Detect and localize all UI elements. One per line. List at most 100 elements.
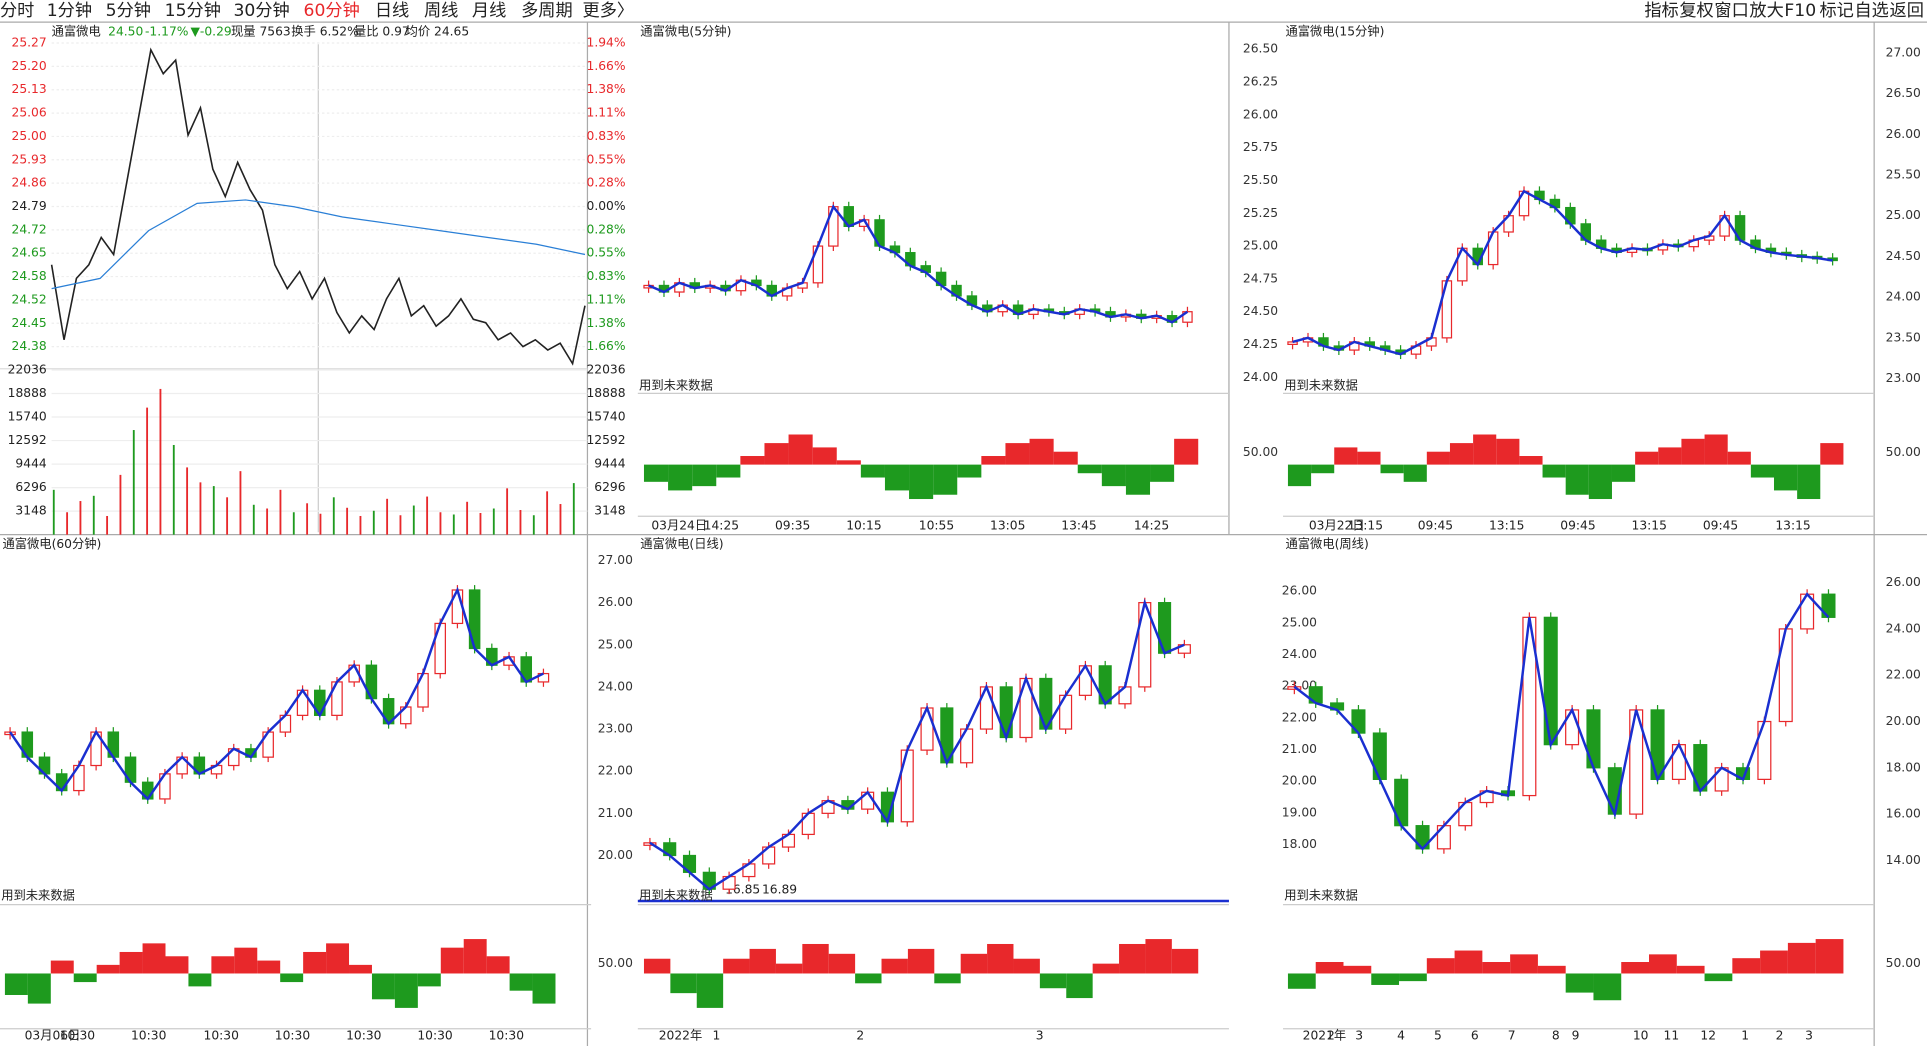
oscillator-bar: [934, 973, 961, 984]
price-tick-label: 20.00: [598, 848, 633, 862]
time-label: 2021年: [1303, 1029, 1347, 1043]
volume-tick-label: 6296: [15, 480, 46, 494]
oscillator-bar: [933, 464, 958, 495]
volume-tick-label: 9444: [594, 457, 625, 471]
time-label: 10:30: [346, 1029, 381, 1043]
trend-line: [649, 598, 1185, 891]
oscillator-bar: [119, 951, 143, 974]
inner-tick-label: 25.00: [1282, 615, 1317, 629]
oscillator-bar: [1092, 963, 1120, 974]
oscillator-bar: [1101, 464, 1126, 487]
period-tab[interactable]: 分时: [0, 1, 34, 21]
oscillator-bar: [1005, 443, 1030, 465]
volume-bar: [239, 471, 242, 535]
oscillator-bar: [909, 464, 934, 500]
toolbar-button[interactable]: 复权: [1679, 1, 1713, 21]
oscillator-bar: [1727, 451, 1751, 465]
volume-bar: [146, 407, 149, 535]
osc-tick-label: 50.00: [1886, 445, 1921, 459]
period-tab[interactable]: 60分钟: [304, 1, 360, 21]
oscillator-bar: [509, 973, 533, 991]
oscillator-bar: [987, 943, 1014, 974]
price-tick-label: 22.00: [598, 764, 633, 778]
volume-bar: [199, 482, 202, 535]
price-tick-label: 25.93: [12, 152, 47, 166]
pct-tick-label: 0.83%: [587, 129, 626, 143]
volume-bar: [52, 489, 55, 535]
toolbar-button[interactable]: 窗口: [1714, 1, 1748, 21]
time-label: 09:35: [775, 519, 810, 533]
volume-bar: [359, 515, 362, 535]
quote-field: 换手 6.52%: [291, 24, 358, 38]
oscillator-bar: [775, 963, 803, 974]
oscillator-bar: [1039, 973, 1067, 989]
price-tick-label: 21.00: [598, 806, 633, 820]
oscillator-bar: [1174, 438, 1199, 465]
time-label: 09:45: [1703, 519, 1738, 533]
time-label: 03月24日: [651, 519, 707, 533]
toolbar-button[interactable]: 放大: [1749, 1, 1783, 21]
candle: [1778, 628, 1793, 723]
time-label: 2: [856, 1029, 864, 1043]
oscillator-bar: [1519, 456, 1543, 465]
toolbar-button[interactable]: 指标: [1644, 1, 1678, 21]
period-tab[interactable]: 多周期: [521, 1, 573, 21]
oscillator-bar: [27, 973, 51, 1004]
oscillator-bar: [836, 460, 861, 465]
osc-tick-label: 50.00: [1243, 445, 1278, 459]
oscillator-bar: [1357, 451, 1381, 465]
period-tab[interactable]: 更多〉: [583, 1, 635, 21]
period-tab[interactable]: 日线: [375, 1, 409, 21]
oscillator-bar: [1565, 973, 1594, 993]
toolbar-button[interactable]: 自选: [1854, 1, 1888, 21]
oscillator-bar: [884, 464, 910, 491]
time-label: 09:45: [1418, 519, 1453, 533]
price-tick-label: 24.75: [1243, 271, 1278, 285]
toolbar-button[interactable]: F10: [1784, 1, 1816, 21]
period-tab[interactable]: 月线: [472, 1, 506, 21]
price-tick-label: 24.52: [12, 292, 47, 306]
price-tick-label: 23.00: [1886, 371, 1921, 385]
volume-bar: [66, 512, 69, 535]
period-tab[interactable]: 5分钟: [106, 1, 151, 21]
trend-line: [648, 204, 1189, 324]
oscillator-bar: [696, 973, 724, 1008]
oscillator-bar: [788, 434, 813, 465]
oscillator-bar: [1066, 973, 1093, 999]
volume-bar: [319, 513, 322, 535]
price-tick-label: 24.00: [1886, 290, 1921, 304]
volume-bar: [412, 505, 415, 535]
oscillator-bar: [670, 973, 697, 994]
toolbar-button[interactable]: 标记: [1819, 1, 1853, 21]
period-tab[interactable]: 15分钟: [165, 1, 221, 21]
toolbar-button[interactable]: 返回: [1890, 1, 1924, 21]
time-label: 7: [1508, 1029, 1516, 1043]
oscillator-bar: [257, 960, 281, 974]
oscillator-bar: [73, 973, 97, 983]
oscillator-bar: [1773, 464, 1798, 491]
oscillator-bar: [1658, 447, 1682, 465]
oscillator-bar: [643, 464, 669, 482]
panel-title: 通富微电(周线): [1285, 536, 1368, 551]
oscillator-bar: [1820, 443, 1844, 465]
time-label: 3: [1036, 1029, 1044, 1043]
period-tab[interactable]: 1分钟: [47, 1, 92, 21]
time-label: 13:45: [1061, 519, 1096, 533]
oscillator-bar: [1171, 948, 1199, 974]
period-tab[interactable]: 30分钟: [234, 1, 290, 21]
warning-note: 用到未来数据: [639, 888, 713, 903]
volume-bar: [492, 508, 495, 535]
oscillator-bar: [188, 973, 212, 987]
oscillator-bar: [1732, 958, 1761, 974]
price-tick-label: 24.50: [1886, 249, 1921, 263]
quote-field: 通富微电: [52, 23, 101, 38]
oscillator-bar: [349, 964, 372, 974]
oscillator-bar: [165, 956, 189, 974]
quote-field: ▼-0.29: [190, 24, 231, 38]
volume-bar: [106, 515, 109, 535]
price-tick-label: 25.06: [12, 106, 47, 120]
oscillator-bar: [764, 443, 789, 465]
period-tab[interactable]: 周线: [424, 1, 458, 21]
oscillator-bar: [1426, 958, 1455, 974]
